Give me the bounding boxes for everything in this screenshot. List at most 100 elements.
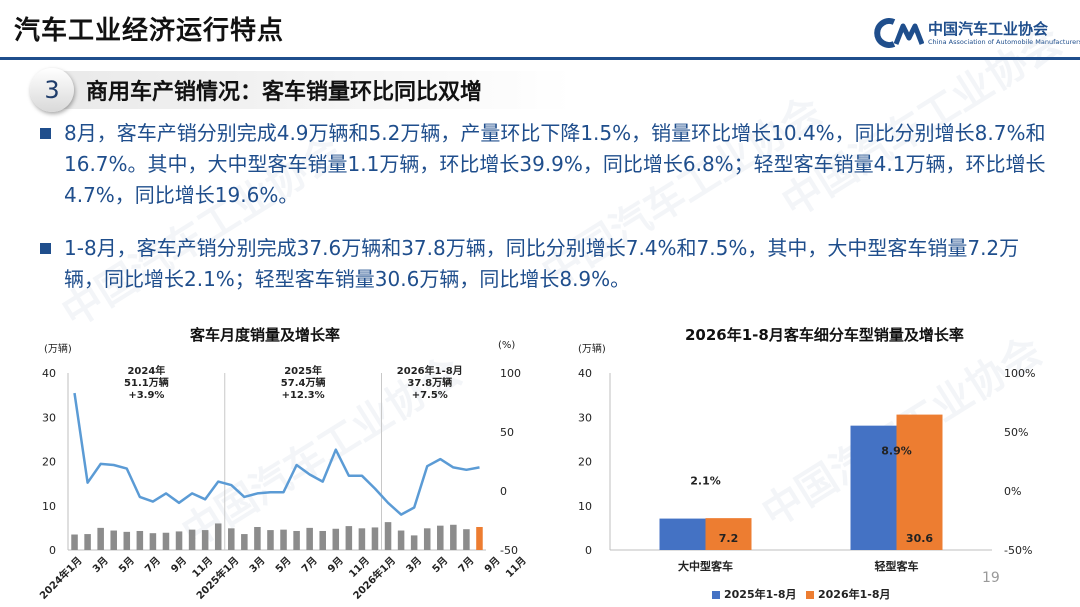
chart1-y2-tick: 0 (500, 485, 507, 498)
chart1-bar (136, 530, 144, 550)
chart1-bar (267, 530, 274, 550)
chart1-y2-tick: -50 (500, 544, 518, 557)
chart1-bar (371, 527, 379, 550)
chart1-y-tick: 30 (42, 411, 56, 424)
chart1-annotation: +7.5% (412, 390, 448, 401)
chart1-x-tick: 9月 (482, 555, 502, 575)
chart1-y-tick: 0 (49, 544, 56, 557)
chart1-bar-highlight (476, 526, 483, 550)
chart1-bar (319, 530, 326, 550)
header-divider (0, 57, 1080, 60)
chart1-bar (110, 530, 117, 550)
chart1-y-tick: 10 (42, 500, 56, 513)
chart1-x-tick: 9月 (169, 555, 189, 575)
bullet-text: 1-8月，客车产销分别完成37.6万辆和37.8万辆，同比分别增长7.4%和7.… (64, 236, 1020, 291)
chart1-bar (71, 534, 78, 550)
chart1-bar (293, 530, 300, 550)
legend-label-2025: 2025年1-8月 (724, 588, 797, 601)
chart2-growth-label: 2.1% (690, 475, 721, 488)
chart1-annotation: +3.9% (128, 390, 164, 401)
chart2-y2-tick: 50% (1004, 426, 1028, 439)
chart1-bar (123, 531, 131, 550)
chart2-y-tick: 10 (578, 500, 592, 513)
chart1-right-unit: (%) (498, 340, 516, 351)
chart1-x-tick: 5月 (116, 555, 136, 575)
slide-title: 汽车工业经济运行特点 (14, 16, 285, 46)
chart2-y2-tick: 100% (1004, 367, 1035, 380)
monthly-sales-chart: 010203040-500501002024年51.1万辆+3.9%2025年5… (37, 364, 529, 602)
chart1-bar (384, 522, 392, 550)
chart1-growth-line (73, 392, 480, 516)
chart1-bar (358, 528, 366, 550)
bullet-item: 1-8月，客车产销分别完成37.6万辆和37.8万辆，同比分别增长7.4%和7.… (40, 233, 1050, 295)
chart2-bar-value-label: 7.2 (719, 532, 739, 545)
association-logo: 中国汽车工业协会 China Association of Automobile… (872, 16, 1080, 52)
legend-swatch-orange (806, 591, 814, 599)
chart2-y-tick: 0 (585, 544, 592, 557)
chart1-y2-tick: 50 (500, 426, 514, 439)
chart1-bar (162, 532, 170, 550)
chart1-bar (241, 534, 248, 550)
chart1-bar (332, 528, 340, 550)
chart2-bar-2026 (705, 518, 752, 550)
chart1-bar (201, 530, 209, 550)
chart1-bar (280, 529, 287, 550)
section-title-bar (52, 71, 572, 109)
chart2-y-tick: 30 (578, 411, 592, 424)
bullet-text: 8月，客车产销分别完成4.9万辆和5.2万辆，产量环比下降1.5%，销量环比增长… (64, 121, 1046, 207)
chart1-bar (463, 529, 470, 550)
chart1-bar (97, 527, 104, 550)
chart2-category-label: 大中型客车 (678, 559, 733, 573)
chart1-title: 客车月度销量及增长率 (190, 326, 341, 344)
chart1-x-tick: 5月 (430, 555, 450, 575)
chart1-x-tick: 3月 (90, 555, 110, 575)
page-number: 19 (982, 570, 1000, 586)
chart1-annotation: +12.3% (282, 390, 325, 401)
bullet-square-icon (40, 243, 51, 254)
chart1-bar (254, 526, 261, 550)
section-number: 3 (30, 68, 74, 112)
chart2-bar-value-label: 30.6 (906, 532, 933, 545)
legend-item-2025: 2025年1-8月 (712, 586, 797, 602)
chart1-y2-tick: 100 (500, 367, 521, 380)
chart1-bar (450, 524, 457, 550)
chart1-y-tick: 20 (42, 456, 56, 469)
chart1-x-tick: 3月 (247, 555, 267, 575)
chart2-bar-2026 (896, 414, 943, 550)
chart1-bar (437, 525, 444, 550)
chart1-bar (306, 527, 313, 550)
chart1-x-tick: 7月 (142, 555, 162, 575)
chart1-y-tick: 40 (42, 367, 56, 380)
chart1-annotation: 2026年1-8月 (397, 364, 463, 377)
chart1-bar (397, 530, 405, 550)
bullet-item: 8月，客车产销分别完成4.9万辆和5.2万辆，产量环比下降1.5%，销量环比增长… (40, 118, 1050, 211)
chart1-x-tick: 9月 (325, 555, 345, 575)
chart1-bar (214, 523, 222, 550)
chart1-x-tick: 7月 (299, 555, 319, 575)
chart1-bar (175, 531, 183, 550)
bullet-square-icon (40, 128, 51, 139)
logo-name-cn: 中国汽车工业协会 (928, 20, 1049, 38)
legend-item-2026: 2026年1-8月 (806, 586, 891, 602)
chart2-title: 2026年1-8月客车细分车型销量及增长率 (685, 326, 964, 344)
chart2-category-label: 轻型客车 (875, 559, 919, 573)
logo-name-en: China Association of Automobile Manufact… (928, 38, 1080, 46)
chart2-growth-label: 8.9% (881, 445, 912, 458)
chart2-y2-tick: -50% (1004, 544, 1032, 557)
chart1-bar (228, 528, 235, 550)
section-title: 商用车产销情况：客车销量环比同比双增 (86, 80, 483, 105)
chart2-y-tick: 20 (578, 456, 592, 469)
chart1-x-tick: 11月 (503, 555, 528, 580)
chart1-bar (345, 526, 353, 550)
chart1-annotation: 2024年 (127, 364, 165, 377)
cam-logo-icon (874, 18, 924, 48)
legend-swatch-blue (712, 591, 720, 599)
chart1-bar (84, 534, 91, 550)
chart1-x-tick: 3月 (404, 555, 424, 575)
chart1-bar (423, 528, 431, 550)
chart2-y2-tick: 0% (1004, 485, 1021, 498)
chart1-left-unit: (万辆) (44, 344, 72, 355)
chart1-annotation: 2025年 (284, 364, 322, 377)
chart1-bar (149, 533, 157, 550)
